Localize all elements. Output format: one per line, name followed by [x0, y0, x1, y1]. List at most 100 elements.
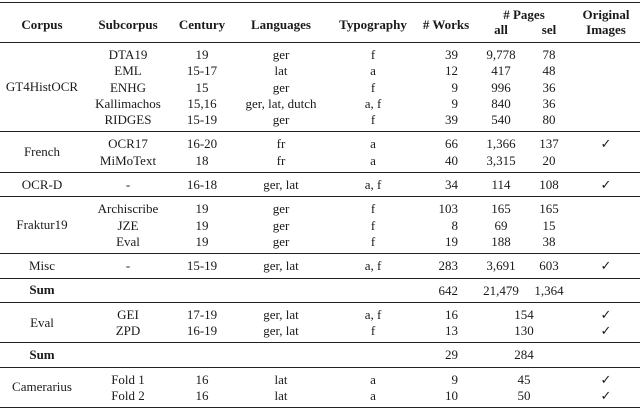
subcorpus: Fold 2: [111, 388, 145, 404]
languages: [232, 343, 330, 367]
typography: a: [370, 152, 376, 168]
original-images: [572, 234, 640, 254]
table-row: EML 15-17 lat a 12 417 48: [0, 63, 640, 79]
corpus-name: Fraktur19: [16, 217, 68, 233]
subcorpus: MiMoText: [99, 152, 157, 168]
original-images: [572, 112, 640, 132]
pages-all: 114: [491, 177, 511, 193]
works-count: 19: [445, 233, 458, 249]
works-count: 9: [451, 371, 459, 387]
subcorpus: -: [125, 177, 131, 193]
century: 19: [195, 47, 209, 62]
pages-sel: 48: [542, 63, 556, 79]
table-row: Camerarius Fold 1 16 lat a 9 45 ✓: [0, 367, 640, 395]
century: 16: [195, 388, 209, 404]
pages-count: 154: [514, 306, 534, 322]
languages: ger, lat, dutch: [245, 95, 317, 111]
works-count: 34: [445, 177, 458, 193]
works-count: 9: [451, 95, 459, 111]
original-images: [572, 63, 640, 79]
pages-sel: 603: [539, 258, 559, 274]
subcorpus: Archiscribe: [97, 201, 159, 217]
works-count: 66: [445, 136, 458, 152]
century: [172, 343, 232, 367]
works-count: 29: [445, 347, 458, 363]
table-row: ZPD 16-19 ger, lat f 13 130 ✓: [0, 323, 640, 343]
century: 15,16: [187, 95, 217, 111]
typography: a, f: [364, 258, 382, 274]
pages-all: 3,691: [486, 258, 516, 274]
works-count: 283: [438, 258, 459, 274]
original-images: [572, 153, 640, 173]
subcorpus: ZPD: [115, 323, 141, 339]
works-count: 9: [451, 79, 459, 95]
subcorpus: -: [125, 258, 131, 274]
typography: a: [370, 371, 376, 387]
pages-all: 188: [491, 233, 511, 249]
languages: lat: [274, 371, 288, 387]
subcorpus: GEI: [117, 306, 139, 322]
header-corpus: Corpus: [21, 17, 63, 32]
typography: a, f: [364, 95, 382, 111]
corpus-group: Sum 29 284: [0, 342, 640, 367]
header-typography: Typography: [339, 17, 407, 32]
century: 18: [195, 152, 209, 168]
pages-count: 130: [514, 323, 534, 339]
corpus-name: Sum: [29, 282, 55, 298]
pages-all: 165: [491, 201, 511, 217]
typography: a: [370, 136, 376, 152]
subcorpus: JZE: [117, 217, 139, 233]
languages: ger, lat: [263, 258, 299, 274]
pages-all: 840: [491, 95, 511, 111]
pages-sel: 38: [542, 233, 556, 249]
works-count: 103: [438, 201, 459, 217]
typography: f: [370, 79, 376, 95]
works-count: 12: [445, 63, 458, 79]
checkmark-icon: ✓: [600, 258, 612, 274]
pages-all: 996: [491, 79, 511, 95]
typography: a: [370, 63, 376, 79]
table-header: Corpus Subcorpus Century Languages Typog…: [0, 3, 640, 43]
subcorpus: [84, 278, 172, 302]
table-row: Kallimachos 15,16 ger, lat, dutch a, f 9 840 3…: [0, 96, 640, 112]
corpus-group: French OCR17 16-20 fr a 66 1,366 137 ✓ MiMoText 18…: [0, 131, 640, 173]
languages: ger: [272, 201, 290, 217]
century: [172, 278, 232, 302]
languages: ger: [272, 112, 290, 128]
pages-all: 21,479: [483, 282, 519, 298]
checkmark-icon: ✓: [600, 306, 612, 322]
languages: ger: [272, 217, 290, 233]
corpus-name: Eval: [30, 314, 54, 330]
pages-count: 50: [517, 388, 531, 404]
pages-sel: 36: [542, 79, 556, 95]
original-images: [572, 343, 640, 367]
typography: f: [370, 112, 376, 128]
typography: f: [370, 323, 376, 339]
typography: f: [370, 201, 376, 217]
works-count: 39: [445, 112, 458, 128]
checkmark-icon: ✓: [600, 136, 612, 152]
works-count: 642: [438, 282, 459, 298]
original-images: [572, 43, 640, 64]
corpus-group: Fraktur19 Archiscribe 19 ger f 103 165 165 JZE 19…: [0, 196, 640, 254]
works-count: 40: [445, 152, 458, 168]
corpus-group: Sum 642 21,479 1,364: [0, 278, 640, 302]
subcorpus: EML: [114, 63, 142, 79]
pages-sel: 80: [542, 112, 556, 128]
table-row: ENHG 15 ger f 9 996 36: [0, 80, 640, 96]
corpus-group: Misc - 15-19 ger, lat a, f 283 3,691 603 ✓: [0, 253, 640, 278]
header-pages-all: all: [494, 22, 508, 37]
pages-sel: 78: [542, 47, 556, 62]
pages-sel: 20: [542, 152, 556, 168]
header-languages: Languages: [251, 17, 311, 32]
pages-sel: 1,364: [534, 282, 564, 298]
subcorpus: RIDGES: [104, 112, 152, 128]
original-images: [572, 197, 640, 218]
header-century: Century: [178, 17, 226, 32]
header-original-images-1: Original: [582, 7, 630, 22]
original-images: [572, 278, 640, 302]
original-images: [572, 96, 640, 112]
subcorpus: Fold 1: [111, 371, 145, 387]
century: 15: [195, 79, 209, 95]
typography: [330, 278, 416, 302]
